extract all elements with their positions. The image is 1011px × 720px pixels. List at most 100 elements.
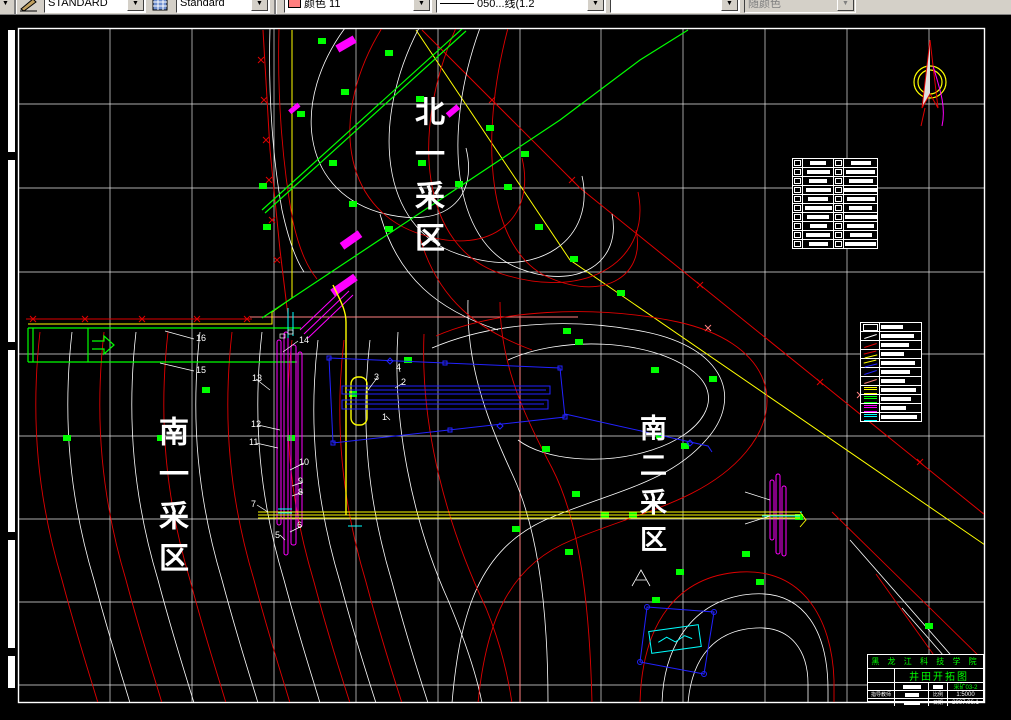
callout-label: 6 [297, 520, 303, 530]
title-block-signature [895, 691, 929, 698]
survey-markers [63, 38, 933, 629]
linetype-glyph [440, 2, 474, 4]
legend-row [793, 231, 877, 240]
legend-symbol-yellow-rails [863, 386, 877, 394]
magenta-features [276, 35, 787, 557]
linetype-combo[interactable]: 050...线(1.2 ▼ [436, 0, 606, 13]
drawing-frame [17, 27, 986, 704]
title-block-school: 黑 龙 江 科 技 学 院 [868, 655, 983, 669]
dim-style-combo[interactable]: STANDARD ▼ [44, 0, 146, 13]
legend-symbol-red-line [863, 342, 877, 348]
callout-label: 8 [298, 487, 304, 497]
vent-shaft-cyan [648, 624, 702, 654]
legend-row [861, 368, 921, 377]
construction-axes [250, 316, 578, 702]
legend-table-upper [792, 158, 878, 249]
legend-row [861, 332, 921, 341]
legend-row [793, 159, 877, 168]
title-block-signature [895, 683, 929, 690]
legend-row [861, 350, 921, 359]
legend-symbol-blue-line [863, 369, 877, 375]
title-block-date-value: 2007.06.1 [952, 699, 979, 706]
area-label-south1: 南一采区 [154, 416, 187, 584]
title-block-spacer [868, 669, 895, 682]
salmon-x-markers [704, 324, 864, 399]
legend-row [861, 386, 921, 395]
plot-style-combo[interactable]: ▼ [610, 0, 740, 13]
title-block-cell [868, 699, 895, 706]
callout-label: 1 [382, 412, 388, 422]
legend-symbol-cyan-rails [863, 413, 877, 421]
dropdown-arrow-icon[interactable]: ▼ [127, 0, 144, 11]
callout-label: 15 [196, 365, 207, 375]
color-combo[interactable]: 颜色 11 ▼ [284, 0, 432, 13]
lineweight-value: 随颜色 [748, 0, 781, 10]
legend-row [861, 404, 921, 413]
text-style-value: Standard [180, 0, 225, 9]
title-block-scale-value: 1:5000 [956, 691, 975, 698]
legend-row [861, 341, 921, 350]
dropdown-arrow-icon[interactable]: ▼ [721, 0, 738, 11]
surface-green-lines [27, 29, 689, 363]
title-block-date-label: 日期 [929, 699, 948, 706]
title-block-signature [895, 699, 929, 706]
dropdown-arrow-icon[interactable]: ▼ [587, 0, 604, 11]
callout-label: 5 [275, 530, 281, 540]
cyan-features [278, 308, 802, 527]
legend-row [793, 177, 877, 186]
callout-label: 16 [196, 333, 207, 343]
area-label-south2: 南二采区 [636, 414, 666, 562]
callout-label: 2 [401, 377, 407, 387]
legend-row [861, 323, 921, 332]
lineweight-combo[interactable]: 随颜色 ▼ [744, 0, 856, 13]
title-block-cell [868, 683, 895, 690]
leader-lines [159, 329, 771, 541]
legend-symbol-white-rect [862, 323, 878, 331]
title-block-drawing-title: 井田开拓图 [909, 672, 969, 683]
legend-row [793, 240, 877, 248]
cropped-dropdown-arrow[interactable]: ▼ [2, 0, 9, 7]
north-arrow [913, 39, 947, 127]
callout-label: 11 [249, 437, 259, 447]
legend-symbol-salmon-line [863, 378, 877, 384]
title-block-scale-label: 比例 [929, 691, 948, 698]
callout-label: 7 [251, 499, 257, 509]
title-block: 黑 龙 江 科 技 学 院 井田开拓图 采矿03-2 指导教师 比例 1:500… [867, 654, 984, 706]
legend-row [793, 168, 877, 177]
text-style-icon[interactable] [150, 0, 172, 13]
legend-symbol-green-rails [863, 395, 877, 403]
boundary-x-markers [26, 56, 924, 466]
legend-row [861, 359, 921, 368]
legend-symbol-red-yellow-line [863, 350, 877, 358]
title-block-advisor-label: 指导教师 [868, 691, 895, 698]
dropdown-arrow-icon[interactable]: ▼ [413, 0, 430, 11]
dropdown-arrow-icon[interactable]: ▼ [251, 0, 268, 11]
text-style-combo[interactable]: Standard ▼ [176, 0, 270, 13]
legend-symbol-yellow-blue-line [863, 359, 877, 367]
legend-row [793, 213, 877, 222]
area-label-north1: 北一采区 [410, 96, 443, 264]
shaft-yellow-lines [258, 284, 807, 528]
callout-label: 3 [374, 372, 380, 382]
dropdown-arrow-icon: ▼ [837, 0, 854, 11]
callout-label: 4 [396, 362, 402, 372]
callout-label: 14 [299, 335, 310, 345]
legend-row [861, 395, 921, 404]
title-block-signature [929, 683, 948, 690]
legend-symbol-white-line [863, 333, 877, 339]
callout-label: 13 [252, 373, 263, 383]
legend-symbol-magenta-rails [863, 404, 877, 412]
legend-row [861, 377, 921, 386]
dim-style-icon[interactable] [18, 0, 40, 13]
legend-row [793, 195, 877, 204]
toolbar-separator [14, 0, 17, 14]
dim-style-value: STANDARD [48, 0, 108, 9]
paper-edge-bar [8, 30, 15, 688]
linetype-value: 050...线(1.2 [477, 0, 535, 10]
industrial-area-blue [326, 355, 717, 677]
callout-label: 10 [299, 457, 310, 467]
legend-table-lower [860, 322, 922, 422]
callout-label: 12 [251, 419, 262, 429]
